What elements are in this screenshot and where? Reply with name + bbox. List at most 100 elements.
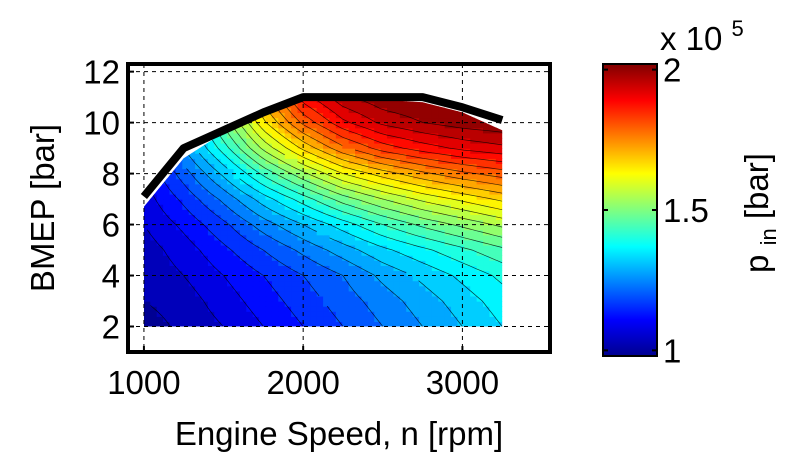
contour-cell xyxy=(387,117,395,124)
contour-cell xyxy=(316,311,324,317)
contour-cell xyxy=(175,244,183,251)
contour-cell xyxy=(425,137,433,144)
contour-cell xyxy=(380,127,388,134)
contour-cell xyxy=(387,229,395,236)
contour-cell xyxy=(367,122,375,129)
contour-cell xyxy=(393,275,401,282)
contour-cell xyxy=(438,173,446,180)
contour-cell xyxy=(342,280,350,287)
colorbar-gradient xyxy=(603,64,657,356)
contour-cell xyxy=(182,234,190,241)
contour-cell xyxy=(233,229,241,236)
contour-cell xyxy=(303,214,311,221)
contour-cell xyxy=(470,301,478,307)
contour-cell xyxy=(207,301,215,307)
contour-cell xyxy=(239,301,247,307)
contour-cell xyxy=(367,260,375,266)
contour-cell xyxy=(271,137,279,144)
contour-cell xyxy=(323,275,331,282)
contour-cell xyxy=(252,158,260,164)
contour-cell xyxy=(310,311,318,317)
contour-cell xyxy=(207,178,215,185)
contour-cell xyxy=(220,183,228,190)
contour-cell xyxy=(233,173,241,180)
contour-cell xyxy=(425,290,433,297)
contour-cell xyxy=(233,321,241,327)
contour-cell xyxy=(291,158,299,164)
contour-cell xyxy=(380,280,388,287)
contour-cell xyxy=(214,255,222,261)
contour-cell xyxy=(489,199,497,205)
contour-cell xyxy=(259,275,267,282)
contour-cell xyxy=(265,219,273,226)
contour-cell xyxy=(143,270,151,277)
contour-cell xyxy=(412,193,420,200)
contour-cell xyxy=(399,280,407,287)
contour-cell xyxy=(425,214,433,221)
contour-cell xyxy=(284,311,292,317)
contour-cell xyxy=(297,127,305,134)
contour-cell xyxy=(457,244,465,251)
contour-cell xyxy=(457,199,465,205)
contour-cell xyxy=(367,255,375,261)
contour-cell xyxy=(470,183,478,190)
contour-cell xyxy=(374,193,382,200)
contour-cell xyxy=(380,153,388,159)
contour-cell xyxy=(406,250,414,256)
contour-cell xyxy=(457,301,465,307)
contour-cell xyxy=(419,127,427,134)
contour-cell xyxy=(227,168,235,175)
contour-cell xyxy=(342,316,350,323)
contour-cell xyxy=(374,158,382,164)
contour-cell xyxy=(438,153,446,159)
contour-cell xyxy=(329,214,337,221)
contour-cell xyxy=(233,209,241,215)
contour-cell xyxy=(489,244,497,251)
contour-cell xyxy=(419,143,427,149)
contour-cell xyxy=(220,224,228,231)
contour-cell xyxy=(252,173,260,180)
contour-cell xyxy=(182,285,190,292)
contour-cell xyxy=(297,173,305,180)
contour-cell xyxy=(207,280,215,287)
contour-cell xyxy=(399,102,407,108)
contour-cell xyxy=(489,143,497,149)
contour-cell xyxy=(303,122,311,129)
contour-cell xyxy=(156,193,164,200)
contour-cell xyxy=(201,188,209,195)
contour-cell xyxy=(335,148,343,154)
contour-cell xyxy=(143,224,151,231)
contour-cell xyxy=(310,193,318,200)
contour-cell xyxy=(278,219,286,226)
contour-cell xyxy=(431,295,439,302)
contour-cell xyxy=(246,321,254,327)
contour-cell xyxy=(431,204,439,210)
contour-cell xyxy=(227,285,235,292)
contour-line xyxy=(145,178,264,327)
contour-cell xyxy=(303,239,311,246)
contour-cell xyxy=(169,168,177,175)
contour-cell xyxy=(316,224,324,231)
contour-cell xyxy=(412,214,420,221)
contour-cell xyxy=(470,265,478,272)
contour-cell xyxy=(438,199,446,205)
contour-cell xyxy=(399,143,407,149)
colorbar-label: p in [bar] xyxy=(738,153,783,273)
contour-cell xyxy=(291,209,299,215)
contour-cell xyxy=(483,239,491,246)
contour-cell xyxy=(387,168,395,175)
contour-cell xyxy=(476,285,484,292)
contour-cell xyxy=(335,168,343,175)
contour-cell xyxy=(438,178,446,185)
contour-cell xyxy=(374,285,382,292)
contour-cell xyxy=(380,301,388,307)
contour-cell xyxy=(470,285,478,292)
contour-cell xyxy=(284,199,292,205)
contour-cell xyxy=(265,280,273,287)
contour-cell xyxy=(201,285,209,292)
contour-cell xyxy=(355,280,363,287)
contour-cell xyxy=(156,199,164,205)
contour-cell xyxy=(444,107,452,114)
colorbar-tick-label: 2 xyxy=(663,52,681,89)
contour-cell xyxy=(175,250,183,256)
